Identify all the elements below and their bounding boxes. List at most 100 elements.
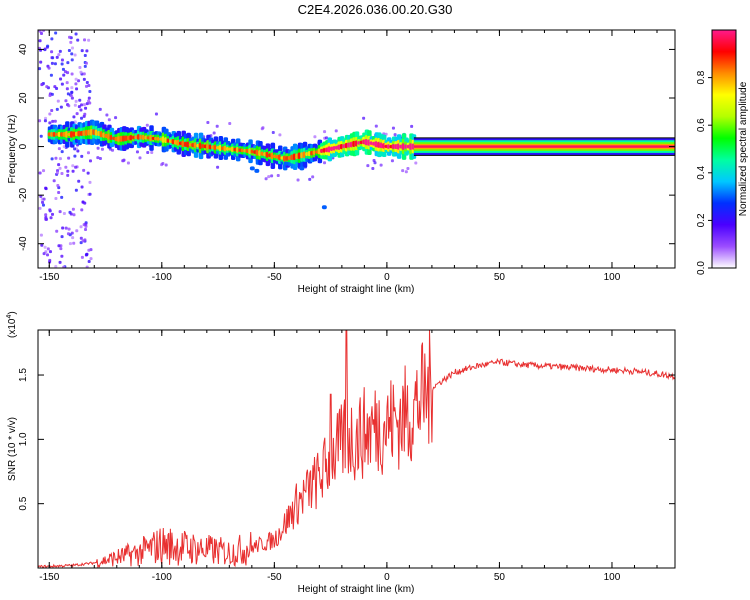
spectrogram-cell — [62, 212, 66, 216]
spectrogram-cell — [48, 250, 52, 254]
spectrogram-cell — [68, 35, 72, 39]
spectrogram-cell — [114, 116, 118, 120]
spectrogram-cell — [164, 163, 168, 167]
spectrogram-cell — [150, 151, 154, 155]
spectrogram-cell — [50, 37, 54, 41]
spectrogram-x-tick-label: 50 — [494, 272, 506, 283]
spectrogram-cell — [72, 213, 76, 217]
spectrogram-cell — [111, 148, 115, 152]
spectrogram-cell — [70, 46, 74, 50]
snr-series-line — [38, 330, 675, 568]
spectrogram-cell — [46, 44, 50, 48]
spectrogram-cell — [74, 165, 78, 169]
spectrogram-cell — [46, 247, 50, 251]
spectrogram-cell — [96, 156, 100, 160]
spectrogram-cell — [39, 233, 43, 237]
spectrogram-cell — [414, 161, 418, 165]
spectrogram-steady-band — [413, 145, 675, 148]
spectrogram-cell — [126, 161, 130, 165]
spectrogram-cell — [86, 171, 90, 175]
spectrogram-cell — [135, 150, 139, 154]
spectrogram-cell — [391, 126, 395, 130]
spectrogram-cell — [216, 165, 220, 169]
spectrogram-cell — [67, 227, 71, 231]
spectrogram-cell — [44, 116, 48, 120]
spectrogram-cell — [51, 56, 55, 60]
spectrogram-cell — [54, 265, 58, 268]
spectrogram-cell — [50, 92, 54, 96]
spectrogram-cell — [84, 84, 88, 88]
colorbar-tick-label: 0.4 — [696, 165, 707, 179]
spectrogram-cell — [53, 119, 57, 123]
spectrogram-cell — [85, 102, 89, 106]
snr-ticks: -150 -100 -50 0 50 100 0.5 1.0 1.5 — [18, 330, 675, 583]
spectrogram-panel: -150 -100 -50 0 50 100 -40 -20 0 20 40 Height of s… — [7, 29, 676, 295]
spectrogram-cell — [46, 253, 50, 257]
spectrogram-cell — [57, 147, 61, 151]
spectrogram-cell — [59, 247, 63, 251]
spectrogram-cell — [88, 101, 92, 105]
spectrogram-cell — [80, 208, 84, 212]
spectrogram-cell — [80, 255, 84, 259]
spectrogram-cell — [85, 80, 89, 84]
spectrogram-cell — [267, 175, 271, 179]
spectrogram-cell — [59, 105, 63, 109]
spectrogram-cell — [270, 174, 274, 178]
spectrogram-cell — [283, 161, 289, 166]
spectrogram-cell — [71, 169, 75, 173]
spectrogram-cell — [69, 212, 73, 216]
spectrogram-cell — [71, 164, 75, 168]
spectrogram-cell — [66, 232, 70, 236]
spectrogram-cell — [81, 200, 85, 204]
spectrogram-cell — [58, 260, 62, 264]
spectrogram-cell — [54, 31, 58, 35]
spectrogram-x-axis-label: Height of straight line (km) — [298, 284, 415, 295]
spectrogram-cell — [66, 71, 70, 75]
spectrogram-cell — [60, 150, 64, 154]
spectrogram-cell — [72, 115, 76, 119]
spectrogram-cell — [87, 83, 91, 87]
spectrogram-cell — [82, 72, 86, 76]
spectrogram-cell — [66, 61, 70, 65]
spectrogram-cell — [49, 73, 53, 77]
spectrogram-cell — [107, 118, 111, 122]
spectrogram-cell — [145, 123, 149, 127]
spectrogram-cell — [39, 134, 43, 138]
spectrogram-cell — [75, 87, 79, 91]
spectrogram-cell — [249, 166, 255, 171]
spectrogram-cell — [83, 54, 87, 58]
spectrogram-cell — [373, 161, 377, 165]
spectrogram-cell — [38, 30, 42, 33]
snr-y-axis-label: SNR (10 * v/v) — [7, 417, 18, 481]
spectrogram-cell — [84, 61, 88, 65]
spectrogram-cell — [60, 195, 64, 199]
spectrogram-cell — [313, 135, 317, 139]
spectrogram-cell — [73, 154, 77, 158]
spectrogram-cell — [60, 82, 64, 86]
spectrogram-cell — [60, 62, 64, 66]
spectrogram-cell — [75, 229, 79, 233]
spectrogram-cell — [73, 147, 77, 151]
spectrogram-cell — [98, 107, 102, 111]
spectrogram-y-axis-label: Frequency (Hz) — [7, 115, 18, 184]
spectrogram-cell — [38, 206, 42, 210]
spectrogram-x-tick-label: -150 — [39, 272, 59, 283]
spectrogram-cell — [406, 167, 410, 171]
spectrogram-cell — [48, 93, 52, 97]
spectrogram-cell — [50, 109, 54, 113]
spectrogram-cell — [321, 205, 327, 210]
spectrogram-ticks: -150 -100 -50 0 50 100 -40 -20 0 20 40 — [18, 30, 675, 283]
colorbar-tick-label: 0.2 — [696, 213, 707, 227]
colorbar-ticks: 0.0 0.2 0.4 0.6 0.8 — [696, 70, 712, 275]
spectrogram-cell — [79, 236, 83, 240]
spectrogram-cell — [89, 257, 93, 261]
spectrogram-cell — [53, 85, 57, 89]
spectrogram-cell — [323, 161, 327, 165]
spectrogram-cell — [73, 103, 77, 107]
spectrogram-cell — [323, 130, 327, 134]
spectrogram-cell — [57, 244, 61, 248]
snr-x-tick-label: -150 — [39, 572, 59, 583]
spectrogram-cell — [60, 171, 64, 175]
spectrogram-cell — [58, 49, 62, 53]
